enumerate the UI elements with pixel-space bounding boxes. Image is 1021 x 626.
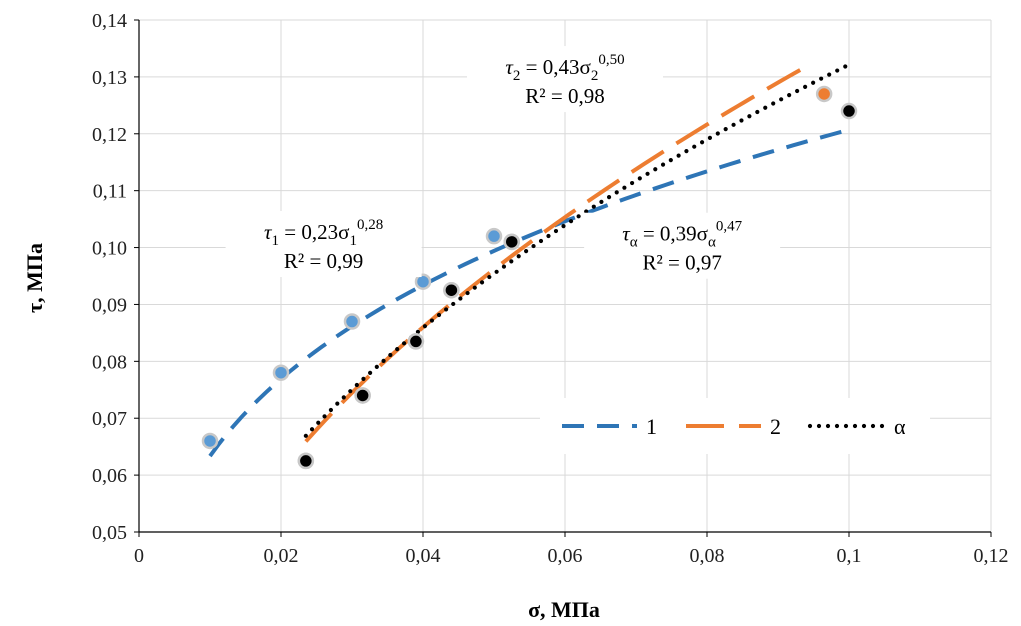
equation-label: τ2 = 0,43σ20,50	[505, 52, 624, 84]
trend-line-2	[304, 64, 808, 443]
x-tick-label: 0,12	[974, 545, 1009, 567]
data-point-α	[354, 387, 371, 404]
x-tick-label: 0,04	[406, 545, 441, 567]
x-tick-label: 0,08	[690, 545, 725, 567]
y-tick-label: 0,14	[92, 10, 127, 32]
data-points	[201, 85, 858, 470]
y-tick-label: 0,06	[92, 465, 127, 487]
legend-label-2: 2	[770, 414, 781, 439]
y-tick-label: 0,09	[92, 294, 127, 316]
legend: 1 2 α	[540, 398, 930, 454]
y-tick-label: 0,13	[92, 67, 127, 89]
y-tick-label: 0,11	[93, 181, 127, 203]
data-point-α	[840, 102, 858, 120]
axes	[134, 19, 992, 537]
x-tick-label: 0,06	[548, 545, 583, 567]
y-tick-label: 0,08	[92, 351, 127, 373]
trend-line-α	[303, 62, 852, 438]
r-squared-label: R² = 0,99	[284, 249, 363, 273]
trend-lines	[208, 62, 852, 458]
y-tick-label: 0,07	[92, 408, 127, 430]
data-point-1	[414, 273, 432, 290]
x-tick-labels: 0 0,02 0,04 0,06 0,08 0,1 0,12	[134, 545, 1009, 567]
legend-label-1: 1	[646, 414, 657, 439]
r-squared-label: R² = 0,98	[525, 84, 604, 108]
r-squared-label: R² = 0,97	[642, 251, 721, 275]
data-point-α	[407, 333, 425, 350]
data-point-2	[815, 85, 833, 103]
data-point-1	[201, 432, 219, 450]
data-point-α	[443, 281, 460, 299]
data-point-α	[503, 233, 520, 251]
y-tick-label: 0,12	[92, 124, 127, 146]
data-point-1	[343, 313, 361, 330]
y-axis-title: τ, МПа	[22, 243, 47, 313]
annotation-background	[584, 212, 781, 279]
y-tick-label: 0,05	[92, 522, 127, 544]
data-point-α	[297, 452, 315, 470]
annotation-background	[467, 46, 663, 113]
data-point-1	[272, 364, 290, 381]
equation-label: τα = 0,39σα0,47	[622, 219, 742, 251]
equation-label: τ1 = 0,23σ10,28	[264, 217, 383, 249]
x-tick-label: 0,02	[264, 545, 299, 567]
data-point-1	[485, 227, 503, 245]
y-tick-labels: 0,05 0,06 0,07 0,08 0,09 0,10 0,11 0,12 0,13 0,14	[92, 10, 127, 544]
legend-label-α: α	[894, 414, 906, 439]
trend-line-1	[208, 127, 850, 458]
x-tick-label: 0	[134, 545, 144, 567]
x-tick-label: 0,1	[837, 545, 862, 567]
x-axis-title: σ, МПа	[528, 597, 600, 622]
y-tick-label: 0,10	[92, 238, 127, 260]
annotation-background	[225, 211, 422, 278]
